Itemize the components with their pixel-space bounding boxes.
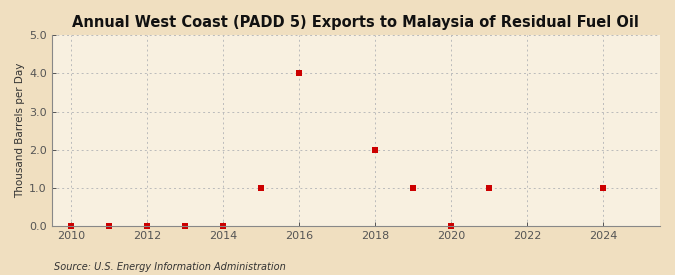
Y-axis label: Thousand Barrels per Day: Thousand Barrels per Day — [15, 63, 25, 198]
Text: Source: U.S. Energy Information Administration: Source: U.S. Energy Information Administ… — [54, 262, 286, 272]
Title: Annual West Coast (PADD 5) Exports to Malaysia of Residual Fuel Oil: Annual West Coast (PADD 5) Exports to Ma… — [72, 15, 639, 30]
